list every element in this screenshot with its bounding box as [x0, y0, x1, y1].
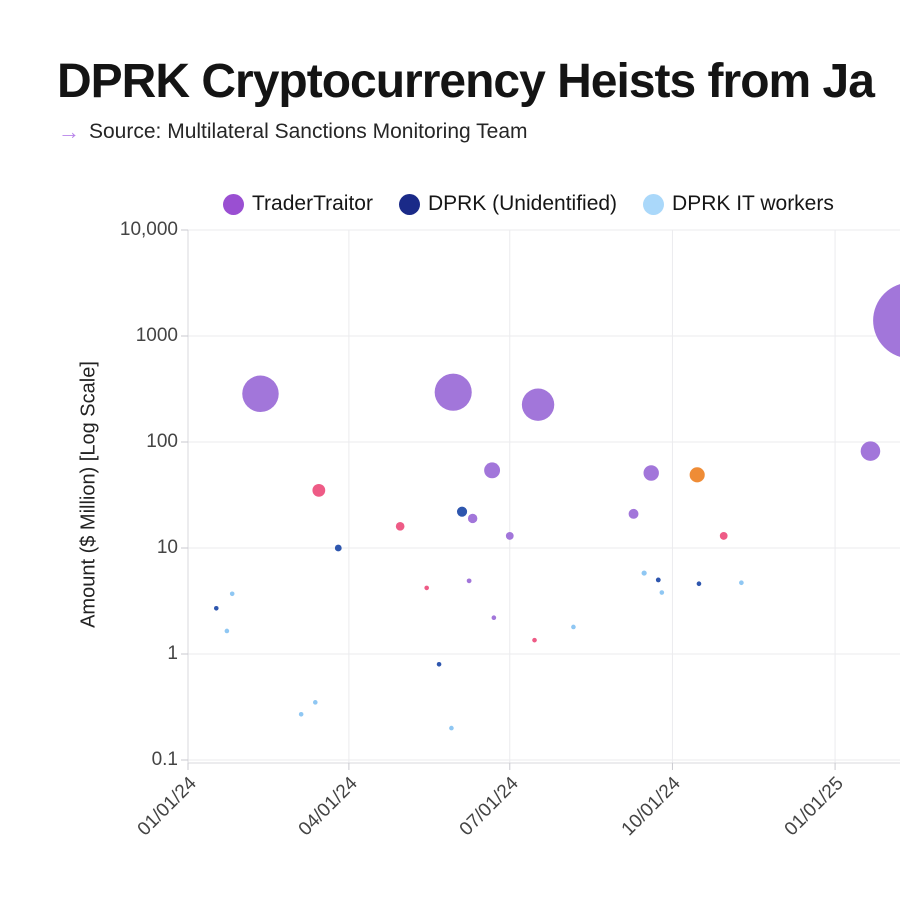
data-bubble [467, 513, 478, 524]
data-bubble [424, 585, 429, 591]
data-bubble [491, 615, 497, 621]
data-bubble [224, 628, 230, 634]
data-bubble [532, 637, 537, 643]
data-bubble [689, 467, 705, 483]
data-bubble [229, 591, 235, 597]
data-bubble [213, 605, 219, 611]
data-bubble [873, 284, 900, 357]
data-bubble [643, 465, 659, 481]
data-bubble [312, 700, 318, 705]
y-tick-label: 1 [167, 643, 178, 664]
legend-swatch-icon [398, 193, 420, 215]
data-bubble [242, 375, 279, 413]
data-bubble [312, 483, 326, 497]
data-bubble [719, 532, 728, 540]
data-bubble [521, 388, 555, 421]
legend-item: TraderTraitor [223, 192, 373, 216]
data-bubble [466, 578, 472, 584]
data-bubble [456, 506, 468, 517]
y-tick-label: 100 [146, 431, 178, 452]
data-bubble [628, 508, 639, 519]
data-bubble [641, 570, 647, 576]
legend-swatch-icon [223, 193, 244, 215]
arrow-icon: → [58, 119, 80, 144]
legend-item: DPRK IT workers [643, 192, 834, 216]
legend-label: TraderTraitor [252, 192, 373, 215]
data-bubble [298, 711, 304, 717]
data-bubble [739, 580, 744, 586]
legend: TraderTraitor DPRK (Unidentified) DPRK IT … [223, 192, 834, 216]
legend-label: DPRK IT workers [672, 192, 834, 215]
legend-swatch-icon [643, 193, 665, 215]
data-bubble [436, 661, 442, 667]
data-bubble [484, 462, 501, 479]
chart-subtitle: → Source: Multilateral Sanctions Monitor… [58, 120, 528, 144]
data-bubble [655, 577, 661, 583]
data-bubble [860, 441, 881, 461]
chart-title: DPRK Cryptocurrency Heists from Ja [57, 55, 875, 108]
source-text: Source: Multilateral Sanctions Monitorin… [89, 120, 528, 143]
data-bubble [395, 522, 405, 531]
data-bubble [334, 544, 342, 552]
data-bubble [659, 590, 665, 595]
data-bubble [505, 532, 514, 540]
legend-label: DPRK (Unidentified) [427, 192, 618, 215]
legend-item: DPRK (Unidentified) [398, 192, 618, 216]
data-bubble [571, 624, 576, 630]
y-tick-label: 1000 [135, 325, 178, 346]
y-tick-label: 0.1 [151, 749, 178, 770]
data-bubble [434, 373, 472, 411]
y-tick-label: 10,000 [119, 219, 178, 240]
y-tick-label: 10 [156, 537, 178, 558]
data-bubble [696, 581, 702, 587]
data-bubble [449, 725, 454, 731]
